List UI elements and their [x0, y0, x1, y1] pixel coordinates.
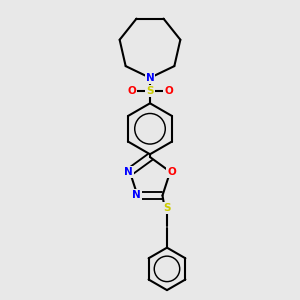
Text: S: S	[163, 203, 171, 213]
Text: O: O	[127, 85, 136, 96]
Text: N: N	[124, 167, 133, 177]
Text: N: N	[146, 73, 154, 83]
Text: O: O	[164, 85, 173, 96]
Text: O: O	[167, 167, 176, 177]
Text: S: S	[146, 85, 154, 96]
Text: N: N	[132, 190, 140, 200]
